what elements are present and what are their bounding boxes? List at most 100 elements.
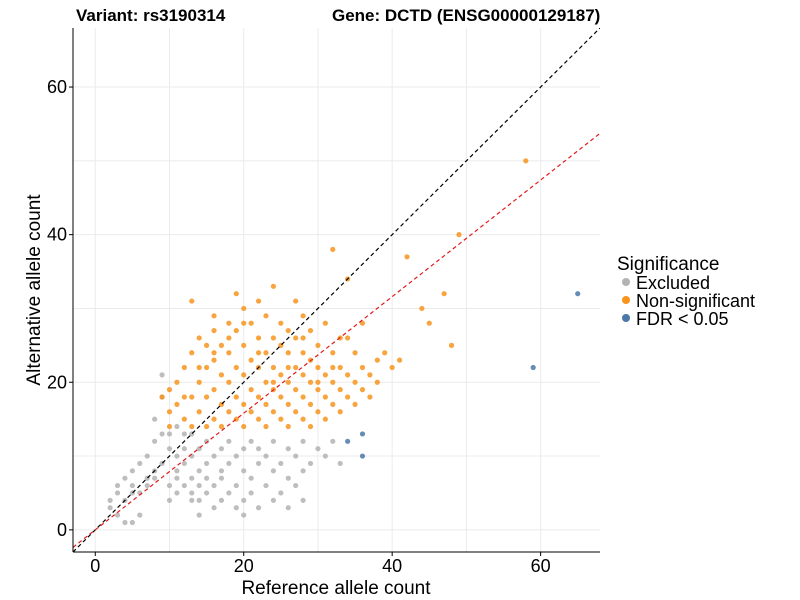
y-tick-label: 60 bbox=[47, 77, 67, 97]
point-excluded bbox=[196, 482, 202, 489]
point-non-significant bbox=[263, 350, 269, 356]
point-excluded bbox=[204, 460, 210, 467]
point-non-significant bbox=[270, 283, 277, 289]
point-non-significant bbox=[285, 350, 291, 356]
point-non-significant bbox=[285, 401, 291, 407]
point-non-significant bbox=[352, 401, 358, 407]
point-non-significant bbox=[278, 320, 284, 326]
point-non-significant bbox=[189, 394, 195, 400]
point-non-significant bbox=[248, 357, 254, 363]
point-excluded bbox=[255, 446, 262, 452]
point-non-significant bbox=[241, 423, 247, 430]
point-excluded bbox=[226, 490, 232, 496]
point-excluded bbox=[337, 460, 343, 467]
legend: Significance ExcludedNon-significantFDR … bbox=[617, 254, 755, 329]
point-fdr-0-05 bbox=[530, 364, 536, 371]
point-non-significant bbox=[285, 379, 291, 385]
legend-label-non-significant: Non-significant bbox=[636, 291, 755, 311]
point-non-significant bbox=[196, 335, 202, 341]
point-non-significant bbox=[315, 409, 321, 415]
point-excluded bbox=[293, 453, 299, 459]
point-non-significant bbox=[255, 416, 262, 422]
point-non-significant bbox=[359, 387, 366, 393]
point-excluded bbox=[174, 423, 180, 430]
point-excluded bbox=[307, 460, 314, 467]
point-non-significant bbox=[204, 364, 210, 371]
point-non-significant bbox=[367, 394, 373, 400]
point-excluded bbox=[211, 453, 217, 459]
x-tick-label: 40 bbox=[382, 556, 402, 576]
point-excluded bbox=[166, 497, 173, 503]
legend-key-non-significant bbox=[622, 296, 630, 304]
point-non-significant bbox=[174, 401, 180, 407]
point-excluded bbox=[285, 446, 291, 452]
point-excluded bbox=[152, 475, 158, 481]
point-non-significant bbox=[426, 320, 432, 326]
point-non-significant bbox=[322, 320, 328, 326]
point-non-significant bbox=[211, 416, 217, 422]
point-non-significant bbox=[255, 394, 262, 400]
point-non-significant bbox=[241, 372, 247, 378]
point-non-significant bbox=[374, 379, 380, 385]
point-excluded bbox=[144, 453, 150, 459]
point-non-significant bbox=[330, 379, 336, 385]
point-non-significant bbox=[322, 394, 328, 400]
point-non-significant bbox=[204, 423, 210, 430]
point-excluded bbox=[241, 446, 247, 452]
point-non-significant bbox=[300, 372, 306, 378]
point-excluded bbox=[226, 438, 232, 444]
point-non-significant bbox=[307, 401, 314, 407]
point-excluded bbox=[218, 475, 225, 481]
point-non-significant bbox=[263, 423, 269, 430]
point-excluded bbox=[211, 482, 217, 489]
point-non-significant bbox=[307, 327, 314, 334]
point-non-significant bbox=[374, 357, 380, 363]
point-non-significant bbox=[226, 379, 232, 385]
point-non-significant bbox=[293, 298, 299, 304]
point-non-significant bbox=[233, 364, 239, 371]
point-excluded bbox=[196, 497, 202, 503]
point-non-significant bbox=[315, 364, 321, 371]
point-non-significant bbox=[352, 350, 358, 356]
point-excluded bbox=[181, 460, 187, 467]
point-non-significant bbox=[166, 387, 173, 393]
point-excluded bbox=[300, 468, 306, 474]
point-non-significant bbox=[382, 350, 388, 356]
point-excluded bbox=[189, 497, 195, 503]
point-excluded bbox=[174, 490, 180, 496]
point-non-significant bbox=[367, 372, 373, 378]
point-non-significant bbox=[189, 298, 195, 304]
point-excluded bbox=[181, 482, 187, 489]
point-excluded bbox=[174, 468, 180, 474]
point-excluded bbox=[107, 497, 113, 503]
point-excluded bbox=[204, 438, 210, 444]
point-excluded bbox=[196, 468, 202, 474]
point-excluded bbox=[330, 438, 336, 444]
axes bbox=[72, 28, 600, 553]
point-excluded bbox=[107, 505, 113, 511]
point-excluded bbox=[122, 475, 128, 481]
point-non-significant bbox=[278, 416, 284, 422]
point-non-significant bbox=[300, 350, 306, 356]
x-tick-label: 60 bbox=[531, 556, 551, 576]
point-non-significant bbox=[218, 423, 225, 430]
point-non-significant bbox=[255, 298, 262, 304]
point-excluded bbox=[241, 497, 247, 503]
y-axis-label: Alternative allele count bbox=[24, 194, 45, 386]
point-non-significant bbox=[315, 342, 321, 348]
point-non-significant bbox=[285, 327, 291, 334]
point-non-significant bbox=[181, 416, 187, 422]
point-excluded bbox=[293, 482, 299, 489]
point-non-significant bbox=[233, 327, 239, 334]
point-excluded bbox=[137, 460, 143, 467]
point-non-significant bbox=[330, 246, 336, 253]
point-non-significant bbox=[278, 372, 284, 378]
point-excluded bbox=[285, 505, 291, 511]
point-non-significant bbox=[181, 364, 187, 371]
point-excluded bbox=[166, 482, 173, 489]
chart-title-variant: Variant: rs3190314 bbox=[76, 6, 226, 25]
point-non-significant bbox=[159, 394, 165, 400]
point-excluded bbox=[315, 446, 321, 452]
legend-label-fdr-0-05: FDR < 0.05 bbox=[636, 309, 729, 329]
identity-line bbox=[73, 28, 600, 552]
